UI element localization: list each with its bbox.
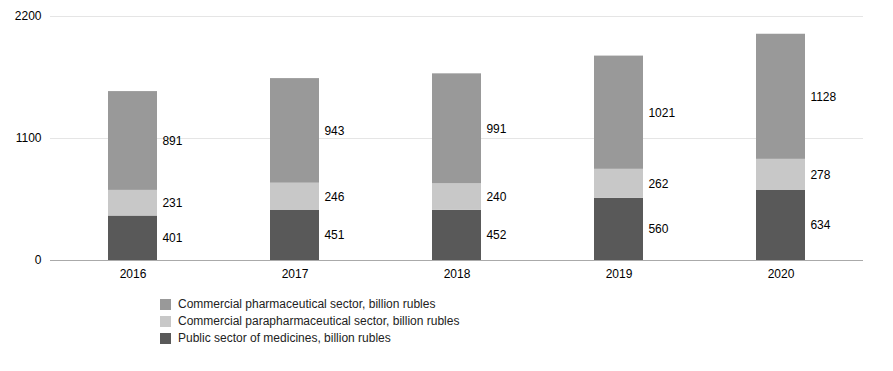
svg-text:2016: 2016 — [120, 267, 147, 281]
html-text:Commercial parapharmaceutical: Commercial parapharmaceutical sector, bi… — [178, 314, 460, 328]
html-text:Public sector of medicines, bi: Public sector of medicines, billion rubl… — [178, 331, 391, 345]
svg-text:2200: 2200 — [15, 9, 42, 23]
svg-text:240: 240 — [486, 190, 506, 204]
svg-text:278: 278 — [810, 168, 830, 182]
svg-text:0: 0 — [35, 253, 42, 267]
svg-text:560: 560 — [648, 222, 668, 236]
svg-text:2018: 2018 — [444, 267, 471, 281]
svg-text:634: 634 — [810, 218, 830, 232]
svg-text:2017: 2017 — [282, 267, 309, 281]
svg-text:231: 231 — [162, 196, 182, 210]
svg-text:262: 262 — [648, 177, 668, 191]
svg-text:1021: 1021 — [648, 106, 675, 120]
svg-text:246: 246 — [324, 190, 344, 204]
svg-text:401: 401 — [162, 231, 182, 245]
html-text:Commercial pharmaceutical sect: Commercial pharmaceutical sector, billio… — [178, 297, 436, 311]
svg-text:2019: 2019 — [606, 267, 633, 281]
svg-text:452: 452 — [486, 228, 506, 242]
svg-text:991: 991 — [486, 122, 506, 136]
svg-text:891: 891 — [162, 134, 182, 148]
svg-text:451: 451 — [324, 228, 344, 242]
svg-text:2020: 2020 — [768, 267, 795, 281]
svg-text:943: 943 — [324, 124, 344, 138]
svg-text:1100: 1100 — [16, 131, 42, 145]
svg-text:1128: 1128 — [810, 90, 836, 104]
